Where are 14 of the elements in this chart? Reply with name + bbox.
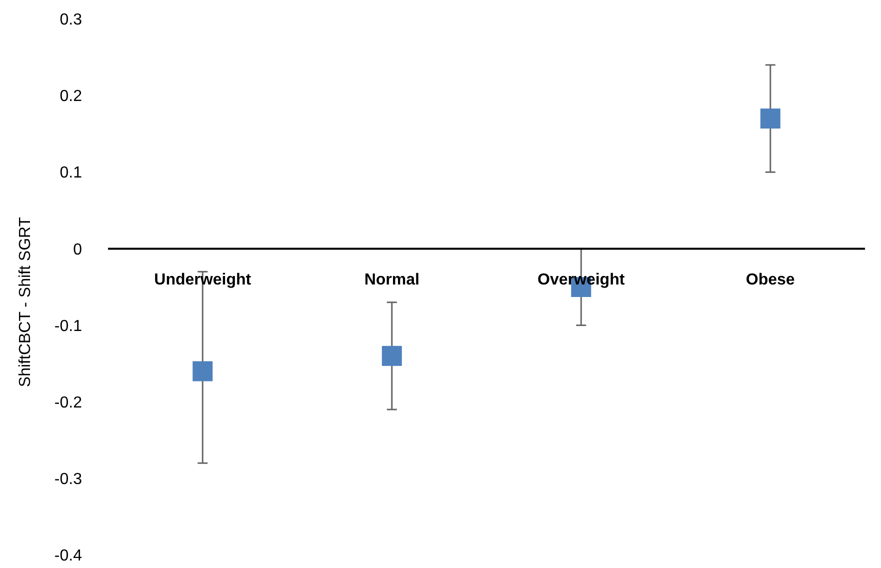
y-tick-label: 0 xyxy=(73,241,82,258)
y-tick-label: -0.2 xyxy=(54,394,82,412)
y-tick-label: -0.1 xyxy=(54,318,82,335)
point xyxy=(382,346,402,366)
y-tick-label: 0.1 xyxy=(60,164,82,182)
y-tick-label: -0.4 xyxy=(54,548,82,565)
x-tick-label: Obese xyxy=(746,272,795,289)
point xyxy=(192,361,213,382)
y-tick-label: -0.3 xyxy=(54,471,82,488)
y-axis-title: ShiftCBCT - Shift SGRT xyxy=(17,216,34,388)
y-tick-label: 0.3 xyxy=(60,12,82,29)
point xyxy=(760,108,780,129)
y-tick-label: 0.2 xyxy=(60,88,82,106)
x-tick-label: Normal xyxy=(364,272,420,289)
